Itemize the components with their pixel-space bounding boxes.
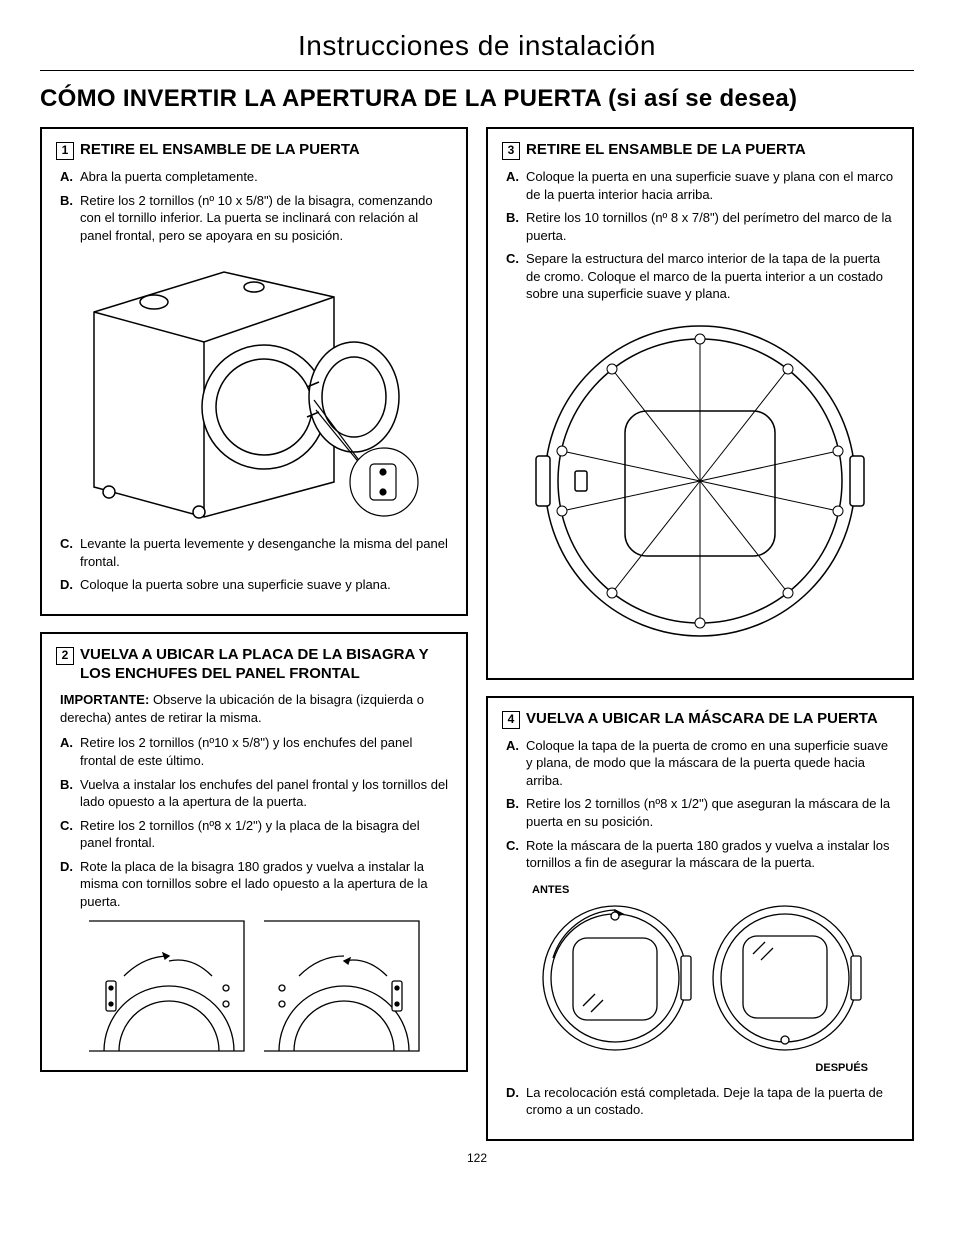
step-letter: A. [60,734,73,752]
step-letter: A. [60,168,73,186]
list-item: B. Vuelva a instalar los enchufes del pan… [60,776,452,811]
important-label: IMPORTANTE: [60,692,149,707]
step-letter: D. [60,858,73,876]
list-item: B. Retire los 10 tornillos (nº 8 x 7/8") … [506,209,898,244]
step-letter: A. [506,168,519,186]
step-letter: C. [60,817,73,835]
main-heading: CÓMO INVERTIR LA APERTURA DE LA PUERTA (… [40,85,914,113]
step-text: Vuelva a instalar los enchufes del panel… [80,777,448,810]
step-text: Rote la placa de la bisagra 180 grados y… [80,859,428,909]
list-item: D. Coloque la puerta sobre una superficie… [60,576,452,594]
step-text: Retire los 2 tornillos (nº10 x 5/8") y l… [80,735,412,768]
list-item: B. Retire los 2 tornillos (nº 10 x 5/8") … [60,192,452,245]
step-letter: B. [60,192,73,210]
section-1-title-text: RETIRE EL ENSAMBLE DE LA PUERTA [80,141,360,160]
important-note: IMPORTANTE: Observe la ubicación de la b… [56,691,452,726]
door-screws-illustration [530,311,870,651]
step-text: Rote la máscara de la puerta 180 grados … [526,838,889,871]
section-3-title-text: RETIRE EL ENSAMBLE DE LA PUERTA [526,141,806,160]
section-1: 1 RETIRE EL ENSAMBLE DE LA PUERTA A. Abra… [40,127,468,616]
list-item: D. Rote la placa de la bisagra 180 grados… [60,858,452,911]
step-text: Coloque la puerta en una superficie suav… [526,169,893,202]
step-letter: D. [506,1084,519,1102]
page-number: 122 [40,1151,914,1165]
section-1-steps: A. Abra la puerta completamente. B. Retire… [56,168,452,244]
columns: 1 RETIRE EL ENSAMBLE DE LA PUERTA A. Abra… [40,127,914,1141]
section-2-title: 2 VUELVA A UBICAR LA PLACA DE LA BISAGRA… [56,646,452,684]
list-item: C. Retire los 2 tornillos (nº8 x 1/2") y … [60,817,452,852]
list-item: D. La recolocación está completada. Deje … [506,1084,898,1119]
step-text: Separe la estructura del marco interior … [526,251,883,301]
left-column: 1 RETIRE EL ENSAMBLE DE LA PUERTA A. Abra… [40,127,468,1141]
section-3-steps: A. Coloque la puerta en una superficie su… [502,168,898,303]
mask-before-illustration [535,898,695,1058]
section-4-steps-cont: D. La recolocación está completada. Deje … [502,1084,898,1119]
label-after: DESPUÉS [815,1062,868,1074]
section-2-steps: A. Retire los 2 tornillos (nº10 x 5/8") y… [56,734,452,910]
list-item: B. Retire los 2 tornillos (nº8 x 1/2") qu… [506,795,898,830]
section-3-title: 3 RETIRE EL ENSAMBLE DE LA PUERTA [502,141,898,160]
step-text: Retire los 2 tornillos (nº8 x 1/2") que … [526,796,890,829]
step-letter: A. [506,737,519,755]
step-letter: D. [60,576,73,594]
step-letter: C. [506,250,519,268]
section-4-steps: A. Coloque la tapa de la puerta de cromo … [502,737,898,872]
section-2: 2 VUELVA A UBICAR LA PLACA DE LA BISAGRA… [40,632,468,1073]
figure-hinge-pair [56,916,452,1056]
step-letter: B. [506,209,519,227]
section-4-title: 4 VUELVA A UBICAR LA MÁSCARA DE LA PUERT… [502,710,898,729]
step-number-2: 2 [56,647,74,665]
hinge-right-illustration [259,916,424,1056]
section-4: 4 VUELVA A UBICAR LA MÁSCARA DE LA PUERT… [486,696,914,1141]
step-number-4: 4 [502,711,520,729]
step-text: Retire los 2 tornillos (nº8 x 1/2") y la… [80,818,420,851]
label-before: ANTES [532,884,569,896]
mask-after-illustration [705,898,865,1058]
list-item: A. Retire los 2 tornillos (nº10 x 5/8") y… [60,734,452,769]
section-3: 3 RETIRE EL ENSAMBLE DE LA PUERTA A. Colo… [486,127,914,680]
step-text: Levante la puerta levemente y desenganch… [80,536,448,569]
step-number-3: 3 [502,142,520,160]
figure-mask-rotation: ANTES [502,880,898,1076]
step-letter: B. [506,795,519,813]
figure-door-screws [502,311,898,656]
list-item: C. Separe la estructura del marco interio… [506,250,898,303]
hinge-left-illustration [84,916,249,1056]
divider [40,70,914,71]
step-text: Retire los 10 tornillos (nº 8 x 7/8") de… [526,210,892,243]
right-column: 3 RETIRE EL ENSAMBLE DE LA PUERTA A. Colo… [486,127,914,1141]
section-1-title: 1 RETIRE EL ENSAMBLE DE LA PUERTA [56,141,452,160]
section-4-title-text: VUELVA A UBICAR LA MÁSCARA DE LA PUERTA [526,710,878,729]
list-item: A. Coloque la tapa de la puerta de cromo … [506,737,898,790]
figure-dryer [56,252,452,527]
step-text: La recolocación está completada. Deje la… [526,1085,883,1118]
step-text: Retire los 2 tornillos (nº 10 x 5/8") de… [80,193,433,243]
step-letter: C. [60,535,73,553]
step-text: Coloque la puerta sobre una superficie s… [80,577,391,592]
step-text: Abra la puerta completamente. [80,169,258,184]
list-item: A. Abra la puerta completamente. [60,168,452,186]
list-item: C. Levante la puerta levemente y desengan… [60,535,452,570]
section-1-steps-cont: C. Levante la puerta levemente y desengan… [56,535,452,594]
section-2-title-text: VUELVA A UBICAR LA PLACA DE LA BISAGRA Y… [80,646,452,684]
page-title: Instrucciones de instalación [40,30,914,62]
step-number-1: 1 [56,142,74,160]
list-item: C. Rote la máscara de la puerta 180 grado… [506,837,898,872]
step-letter: B. [60,776,73,794]
step-letter: C. [506,837,519,855]
step-text: Coloque la tapa de la puerta de cromo en… [526,738,888,788]
list-item: A. Coloque la puerta en una superficie su… [506,168,898,203]
dryer-illustration [74,252,434,522]
